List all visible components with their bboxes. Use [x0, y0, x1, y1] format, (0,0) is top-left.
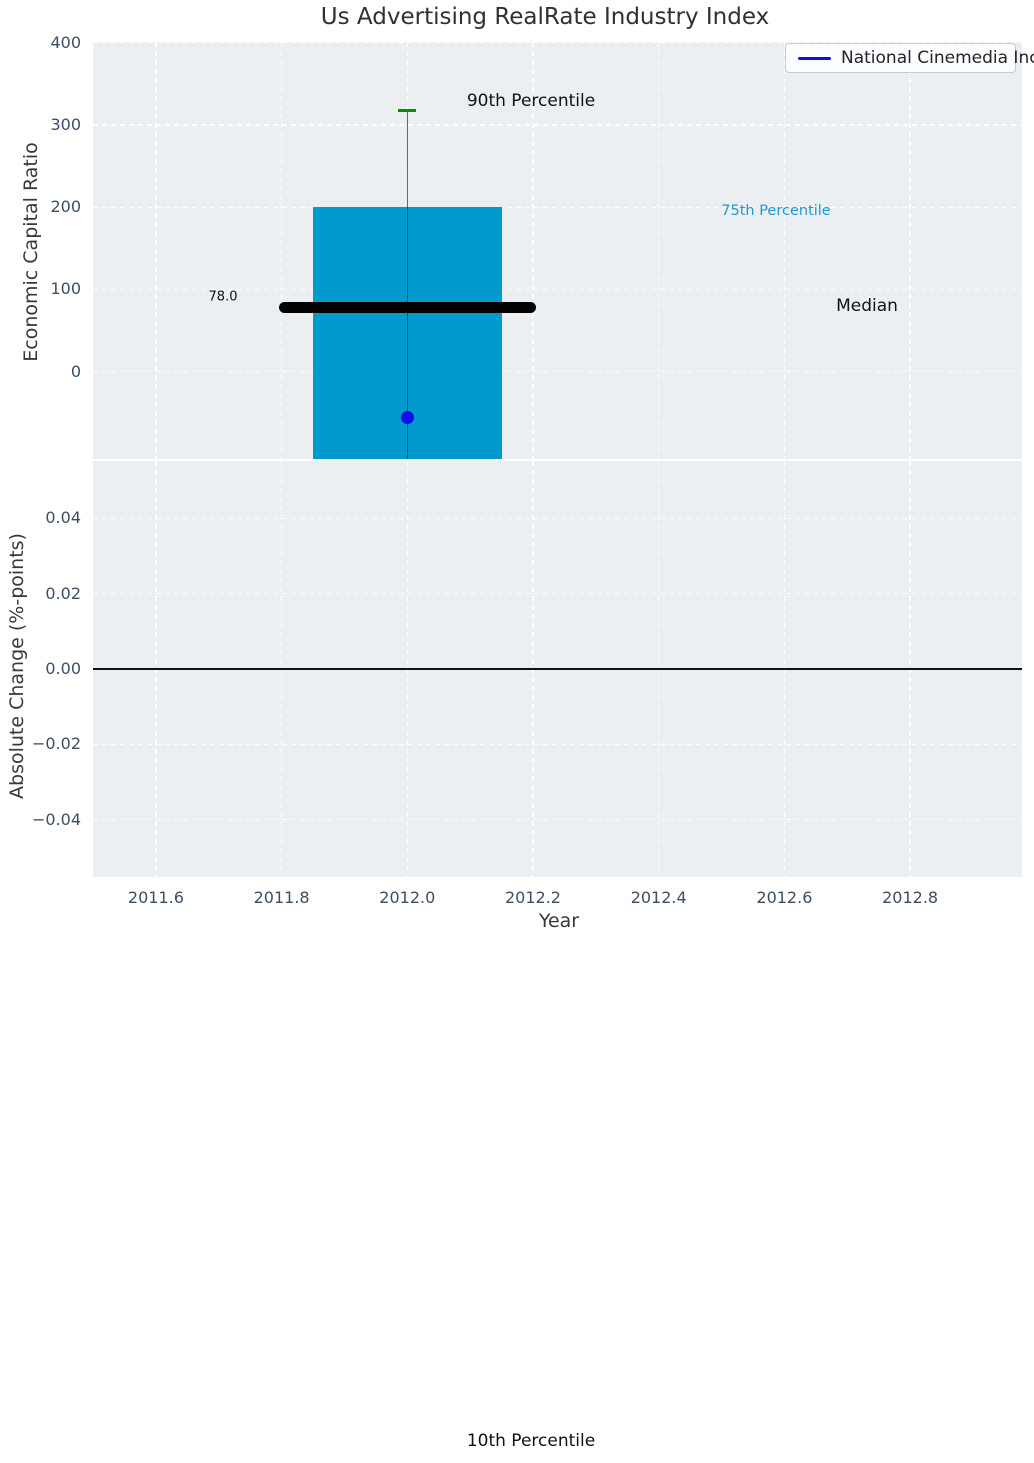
- company-data-point: [400, 411, 414, 425]
- gridline: [93, 743, 1022, 745]
- p90-cap: [398, 109, 417, 113]
- p75-annotation: 75th Percentile: [721, 203, 831, 219]
- gridline: [93, 517, 1022, 520]
- gridline: [783, 42, 786, 459]
- y-tick-label: 0.00: [45, 659, 81, 678]
- x-tick-label: 2012.8: [882, 888, 939, 907]
- y-tick-label: −0.04: [31, 809, 81, 829]
- x-tick-label: 2011.6: [127, 888, 184, 907]
- y-tick-label: 0.04: [45, 508, 81, 528]
- median-line: [279, 302, 536, 314]
- gridline: [93, 288, 1022, 291]
- x-tick-label: 2012.6: [756, 888, 813, 907]
- top-axes-panel: [93, 42, 1022, 459]
- y-tick-label: 0.02: [45, 583, 81, 603]
- gridline: [658, 42, 660, 459]
- x-tick-label: 2012.0: [379, 888, 436, 907]
- legend-line-swatch: [798, 56, 831, 60]
- p90-annotation: 90th Percentile: [466, 91, 596, 111]
- gridline: [93, 371, 1022, 373]
- whisker-line: [406, 110, 409, 459]
- y-tick-label: 300: [50, 114, 81, 134]
- gridline: [909, 42, 911, 459]
- y-tick-label: 100: [50, 279, 81, 299]
- x-axis-label: Year: [538, 910, 580, 932]
- legend: National Cinemedia Inc: [785, 43, 1034, 73]
- gridline: [280, 42, 283, 459]
- gridline: [532, 42, 534, 459]
- y-tick-label: 200: [50, 197, 81, 217]
- zero-line: [93, 668, 1022, 670]
- gridline: [93, 124, 1022, 126]
- y-tick-label: 0: [70, 361, 81, 381]
- gridline: [155, 42, 157, 459]
- top-y-axis-label: Economic Capital Ratio: [20, 142, 42, 362]
- x-tick-label: 2011.8: [253, 888, 310, 907]
- gridline: [93, 818, 1022, 821]
- legend-label: National Cinemedia Inc: [841, 48, 1034, 68]
- chart-title: Us Advertising RealRate Industry Index: [320, 4, 770, 30]
- y-tick-label: 400: [50, 32, 81, 52]
- x-tick-label: 2012.2: [505, 888, 561, 907]
- bottom-axes-panel: [93, 461, 1022, 877]
- median-value-label: 78.0: [208, 289, 238, 305]
- gridline: [93, 42, 1022, 44]
- p10-annotation: 10th Percentile: [466, 1431, 596, 1451]
- y-tick-label: −0.02: [31, 734, 81, 754]
- median-annotation: Median: [836, 296, 898, 316]
- x-tick-label: 2012.4: [630, 888, 687, 907]
- gridline: [93, 206, 1022, 208]
- gridline: [93, 593, 1022, 595]
